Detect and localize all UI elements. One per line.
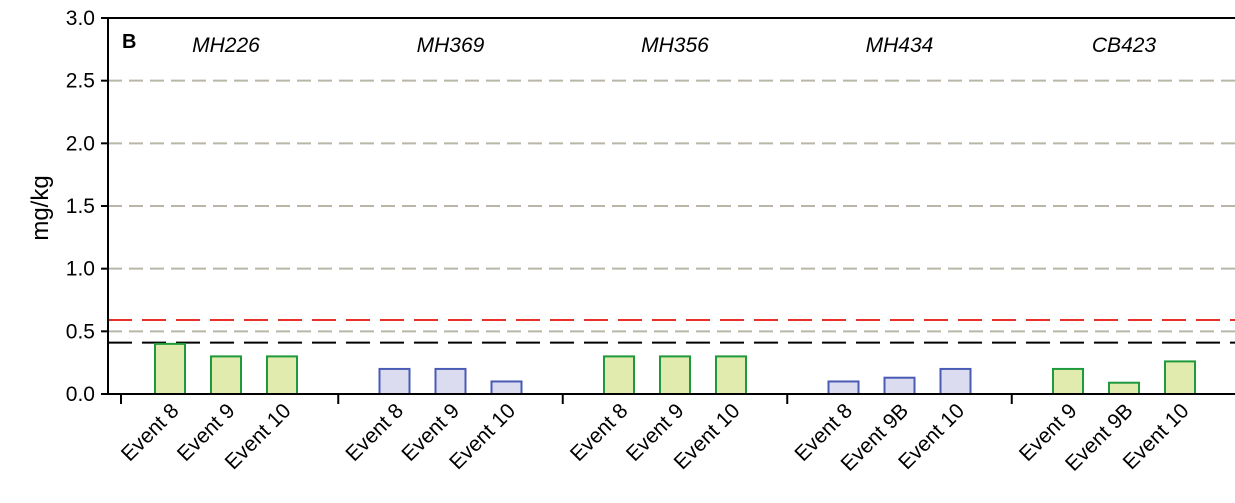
group-label-mh369: MH369 [417,34,485,57]
bar [490,380,523,396]
group-label-mh226: MH226 [192,34,260,57]
reference-lines [108,319,1235,344]
x-tick-label: Event 8 [341,399,408,466]
bar [378,367,411,395]
x-tick-label: Event 8 [566,399,633,466]
gridlines [108,79,1235,333]
bar [939,367,972,395]
y-tick-label: 3.0 [66,7,95,30]
bar [210,355,242,395]
bar [827,380,860,396]
bar [1164,360,1196,395]
axes [101,17,1235,404]
panel-label: B [122,31,136,53]
x-tick-label: Event 8 [117,399,184,466]
y-tick-label: 2.0 [66,132,95,155]
bars [154,342,1196,396]
bar [883,376,916,395]
bar [659,355,691,395]
group-label-mh356: MH356 [641,34,709,57]
bar [154,342,186,396]
bar [434,367,467,395]
y-tick-label: 0.0 [66,383,95,406]
group-label-cb423: CB423 [1092,34,1157,57]
bar [1052,367,1084,395]
y-tick-label: 0.5 [66,320,95,343]
y-tick-label: 1.0 [66,258,95,281]
y-tick-label: 2.5 [66,70,95,93]
y-axis-title: mg/kg [27,175,54,240]
bar [1108,381,1140,396]
bar [715,355,747,395]
y-tick-label: 1.5 [66,195,95,218]
group-label-mh434: MH434 [866,34,934,57]
bar [266,355,298,395]
bar [603,355,635,395]
